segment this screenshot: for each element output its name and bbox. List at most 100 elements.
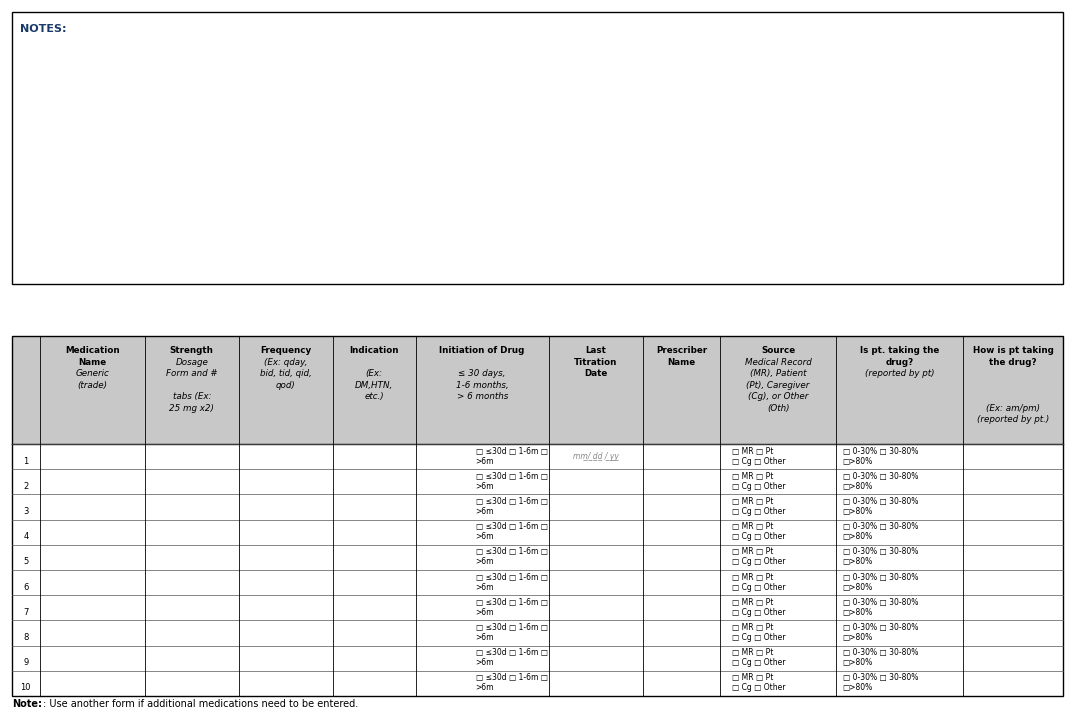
Text: Indication: Indication: [349, 346, 399, 355]
Text: Last: Last: [585, 346, 606, 355]
Text: tabs (Ex:: tabs (Ex:: [172, 392, 211, 401]
Text: □>80%: □>80%: [843, 608, 873, 617]
Text: Titration: Titration: [574, 358, 617, 366]
Text: □ 0-30% □ 30-80%: □ 0-30% □ 30-80%: [843, 497, 918, 506]
Text: □ Cg □ Other: □ Cg □ Other: [732, 532, 785, 541]
Text: □ MR □ Pt: □ MR □ Pt: [732, 573, 773, 582]
Text: Source: Source: [761, 346, 796, 355]
Text: □>80%: □>80%: [843, 507, 873, 516]
Bar: [12, 336, 1063, 696]
Text: 5: 5: [24, 558, 28, 566]
Text: □ ≤30d □ 1-6m □: □ ≤30d □ 1-6m □: [475, 548, 547, 556]
Text: >6m: >6m: [475, 608, 494, 617]
Text: 10: 10: [20, 683, 31, 693]
Text: Name: Name: [78, 358, 106, 366]
Text: Strength: Strength: [170, 346, 214, 355]
Text: Note:: Note:: [12, 699, 42, 709]
Text: drug?: drug?: [886, 358, 914, 366]
Text: □ ≤30d □ 1-6m □: □ ≤30d □ 1-6m □: [475, 598, 547, 607]
Bar: [12, 12, 1063, 284]
Text: □ 0-30% □ 30-80%: □ 0-30% □ 30-80%: [843, 673, 918, 683]
Text: (Ex: am/pm): (Ex: am/pm): [986, 403, 1041, 413]
Text: Medical Record: Medical Record: [745, 358, 812, 366]
Text: Generic: Generic: [75, 369, 109, 378]
Text: Frequency: Frequency: [260, 346, 312, 355]
Text: (reported by pt.): (reported by pt.): [977, 415, 1049, 424]
Text: Form and #: Form and #: [166, 369, 217, 378]
Text: Medication: Medication: [64, 346, 119, 355]
Text: □ ≤30d □ 1-6m □: □ ≤30d □ 1-6m □: [475, 497, 547, 506]
Text: □ ≤30d □ 1-6m □: □ ≤30d □ 1-6m □: [475, 648, 547, 657]
Text: □ Cg □ Other: □ Cg □ Other: [732, 633, 785, 642]
Text: 1: 1: [24, 457, 28, 466]
Text: □ 0-30% □ 30-80%: □ 0-30% □ 30-80%: [843, 573, 918, 582]
Text: ≤ 30 days,: ≤ 30 days,: [459, 369, 506, 378]
Text: Date: Date: [584, 369, 607, 378]
Text: >6m: >6m: [475, 482, 494, 491]
Text: □ MR □ Pt: □ MR □ Pt: [732, 623, 773, 632]
Text: □ Cg □ Other: □ Cg □ Other: [732, 507, 785, 516]
Text: □ ≤30d □ 1-6m □: □ ≤30d □ 1-6m □: [475, 623, 547, 632]
Text: >6m: >6m: [475, 683, 494, 693]
Text: □ ≤30d □ 1-6m □: □ ≤30d □ 1-6m □: [475, 522, 547, 531]
Text: >6m: >6m: [475, 507, 494, 516]
Text: □ 0-30% □ 30-80%: □ 0-30% □ 30-80%: [843, 522, 918, 531]
Text: □ 0-30% □ 30-80%: □ 0-30% □ 30-80%: [843, 623, 918, 632]
Text: 25 mg x2): 25 mg x2): [170, 403, 214, 413]
Text: 2: 2: [24, 482, 28, 491]
Text: □ MR □ Pt: □ MR □ Pt: [732, 598, 773, 607]
Text: NOTES:: NOTES:: [20, 24, 67, 34]
Text: □ ≤30d □ 1-6m □: □ ≤30d □ 1-6m □: [475, 446, 547, 456]
Bar: [12, 336, 1063, 444]
Text: 7: 7: [24, 608, 29, 617]
Text: mm̲/ ̲d̲d̲ / ̲y̲y̲: mm̲/ ̲d̲d̲ / ̲y̲y̲: [573, 452, 618, 461]
Text: □ MR □ Pt: □ MR □ Pt: [732, 472, 773, 481]
Text: □ Cg □ Other: □ Cg □ Other: [732, 583, 785, 592]
Text: >6m: >6m: [475, 558, 494, 566]
Text: bid, tid, qid,: bid, tid, qid,: [260, 369, 312, 378]
Text: (trade): (trade): [77, 381, 108, 390]
Text: □ Cg □ Other: □ Cg □ Other: [732, 683, 785, 693]
Text: □ Cg □ Other: □ Cg □ Other: [732, 482, 785, 491]
Text: (Ex: qday,: (Ex: qday,: [264, 358, 307, 366]
Text: 6: 6: [24, 583, 29, 592]
Text: □>80%: □>80%: [843, 633, 873, 642]
Text: Name: Name: [668, 358, 696, 366]
Text: (reported by pt): (reported by pt): [865, 369, 934, 378]
Text: □ MR □ Pt: □ MR □ Pt: [732, 497, 773, 506]
Text: 1-6 months,: 1-6 months,: [456, 381, 508, 390]
Text: >6m: >6m: [475, 633, 494, 642]
Text: □ Cg □ Other: □ Cg □ Other: [732, 608, 785, 617]
Text: □ Cg □ Other: □ Cg □ Other: [732, 658, 785, 668]
Text: □ ≤30d □ 1-6m □: □ ≤30d □ 1-6m □: [475, 472, 547, 481]
Text: □ 0-30% □ 30-80%: □ 0-30% □ 30-80%: [843, 598, 918, 607]
Text: □ ≤30d □ 1-6m □: □ ≤30d □ 1-6m □: [475, 673, 547, 683]
Text: □>80%: □>80%: [843, 532, 873, 541]
Text: □>80%: □>80%: [843, 482, 873, 491]
Text: Initiation of Drug: Initiation of Drug: [440, 346, 525, 355]
Text: > 6 months: > 6 months: [457, 392, 507, 401]
Text: □ Cg □ Other: □ Cg □ Other: [732, 457, 785, 466]
Text: □ 0-30% □ 30-80%: □ 0-30% □ 30-80%: [843, 548, 918, 556]
Text: □ MR □ Pt: □ MR □ Pt: [732, 522, 773, 531]
Text: □ ≤30d □ 1-6m □: □ ≤30d □ 1-6m □: [475, 573, 547, 582]
Text: >6m: >6m: [475, 583, 494, 592]
Text: □ MR □ Pt: □ MR □ Pt: [732, 548, 773, 556]
Text: (Oth): (Oth): [766, 403, 789, 413]
Text: >6m: >6m: [475, 457, 494, 466]
Text: □ MR □ Pt: □ MR □ Pt: [732, 648, 773, 657]
Text: □>80%: □>80%: [843, 558, 873, 566]
Text: (Pt), Caregiver: (Pt), Caregiver: [746, 381, 809, 390]
Text: □ 0-30% □ 30-80%: □ 0-30% □ 30-80%: [843, 648, 918, 657]
Text: 8: 8: [24, 633, 29, 642]
Text: □ MR □ Pt: □ MR □ Pt: [732, 673, 773, 683]
Text: : Use another form if additional medications need to be entered.: : Use another form if additional medicat…: [43, 699, 358, 709]
Text: Is pt. taking the: Is pt. taking the: [860, 346, 940, 355]
Text: □>80%: □>80%: [843, 457, 873, 466]
Text: □>80%: □>80%: [843, 683, 873, 693]
Text: □ MR □ Pt: □ MR □ Pt: [732, 446, 773, 456]
Text: How is pt taking: How is pt taking: [973, 346, 1054, 355]
Text: >6m: >6m: [475, 532, 494, 541]
Text: 3: 3: [24, 507, 29, 516]
Text: □ 0-30% □ 30-80%: □ 0-30% □ 30-80%: [843, 472, 918, 481]
